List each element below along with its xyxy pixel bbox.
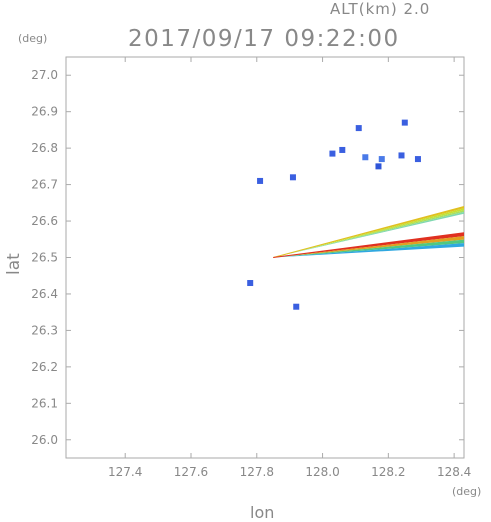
y-tick-label: 26.2 [31, 360, 58, 374]
beam-wedge-band [273, 243, 464, 258]
x-tick-label: 127.8 [240, 465, 274, 479]
echo-cell [414, 156, 421, 163]
echo-cell [293, 303, 300, 310]
y-axis-ticks: 26.0 26.1 26.2 26.3 26.4 26.5 26.6 26.7 26.8 26.9… [31, 68, 464, 447]
y-tick-label: 27.0 [31, 68, 58, 82]
x-axis-label: lon [250, 503, 275, 522]
y-tick-label: 26.9 [31, 105, 58, 119]
beam-wedge-edge [273, 205, 465, 258]
x-tick-label: 128.4 [437, 465, 471, 479]
echo-cell [378, 156, 385, 163]
beam-wedges [273, 205, 465, 258]
x-tick-label: 128.0 [305, 465, 339, 479]
y-tick-label: 26.6 [31, 214, 58, 228]
y-tick-label: 26.7 [31, 178, 58, 192]
y-tick-label: 26.5 [31, 251, 58, 265]
beam-wedge-edge [273, 232, 465, 258]
x-axis-ticks: 127.4 127.6 127.8 128.0 128.2 128.4 [108, 57, 471, 479]
echo-cell [401, 119, 408, 126]
echo-cell [339, 146, 346, 153]
x-tick-label: 127.6 [174, 465, 208, 479]
beam-wedge-band [273, 210, 464, 258]
echo-cell [362, 154, 369, 161]
y-tick-label: 26.3 [31, 323, 58, 337]
x-tick-label: 128.2 [371, 465, 405, 479]
y-axis-unit: (deg) [18, 32, 48, 45]
y-tick-label: 26.1 [31, 396, 58, 410]
chart-title: 2017/09/17 09:22:00 [128, 26, 400, 52]
y-tick-label: 26.0 [31, 433, 58, 447]
echo-cell [289, 174, 296, 181]
echo-cell [257, 177, 264, 184]
echo-cells [247, 119, 421, 310]
echo-cell [247, 280, 254, 287]
x-tick-label: 127.4 [108, 465, 142, 479]
beam-wedge-band [273, 239, 464, 258]
echo-cell [355, 125, 362, 132]
echo-cell [329, 150, 336, 157]
plot-frame [65, 56, 465, 459]
altitude-label: ALT(km) 2.0 [330, 0, 431, 18]
beam-wedge-band [273, 236, 464, 258]
beam-wedge-band [273, 211, 464, 258]
echo-cell [375, 163, 382, 170]
x-axis-unit: (deg) [452, 485, 482, 498]
y-tick-label: 26.8 [31, 141, 58, 155]
echo-cell [398, 152, 405, 159]
y-tick-label: 26.4 [31, 287, 58, 301]
